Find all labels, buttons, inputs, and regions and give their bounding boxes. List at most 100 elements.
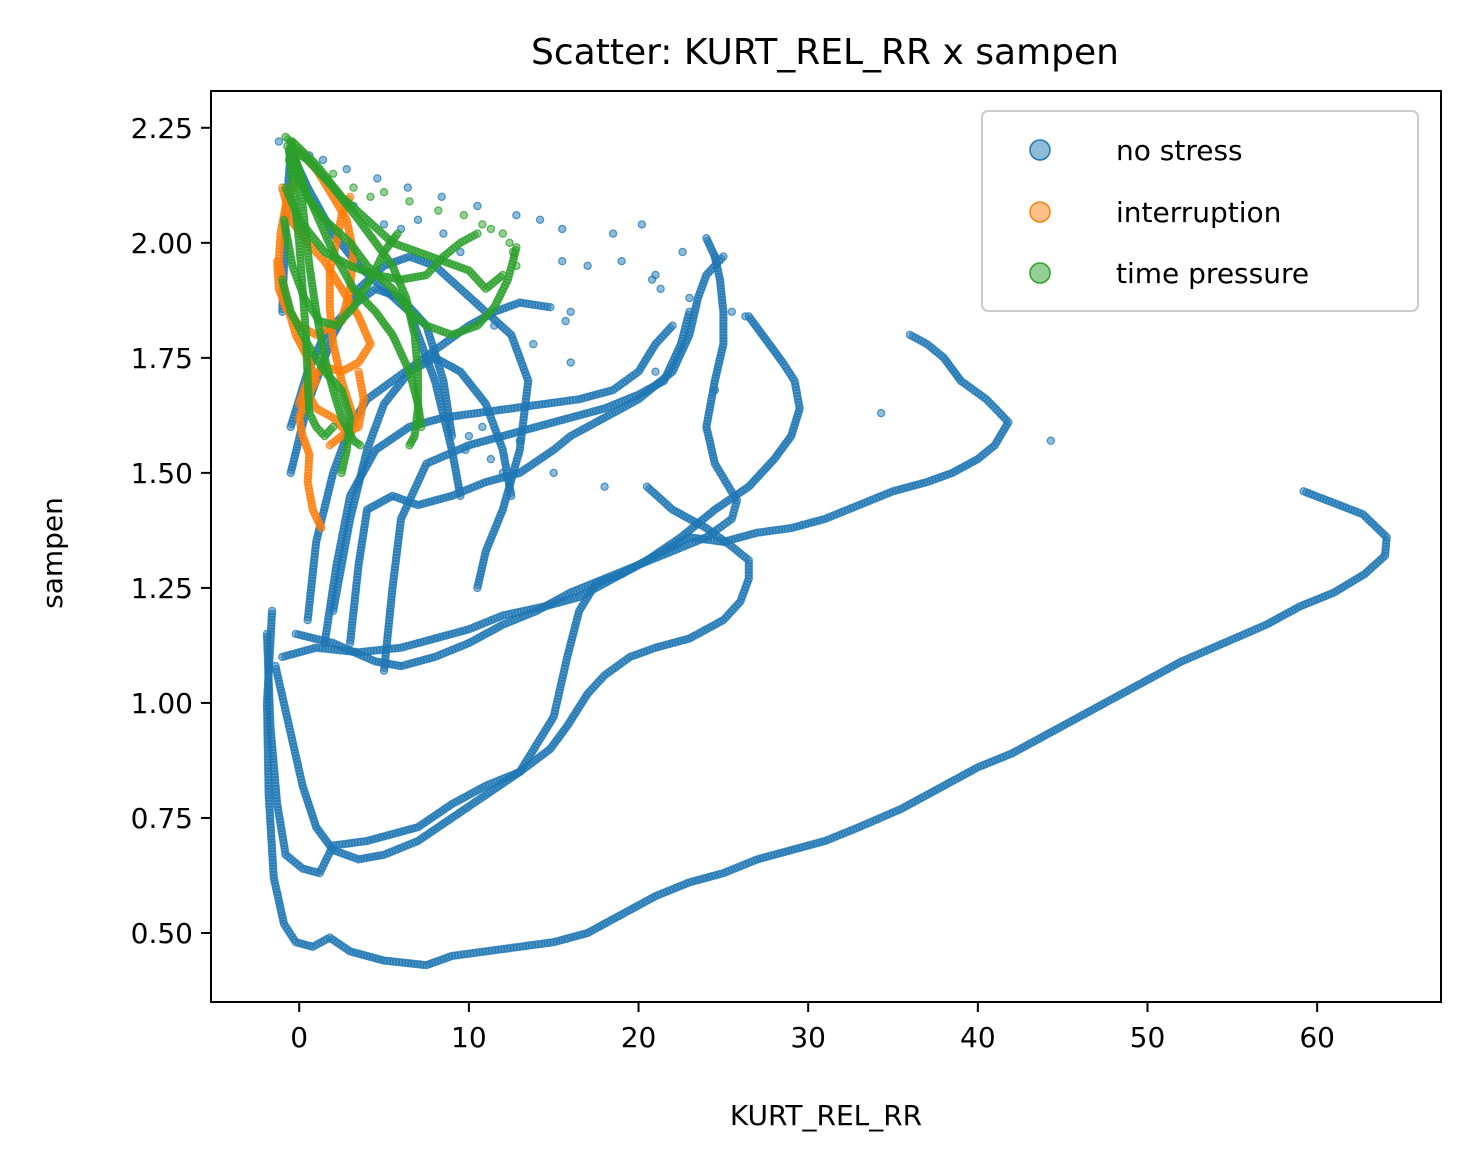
data-point [379,187,389,197]
y-axis-label: sampen [36,497,69,609]
data-point [366,192,375,201]
data-point [478,422,487,432]
data-point [461,445,470,455]
x-tick-label: 50 [1130,1021,1166,1054]
x-tick-label: 60 [1299,1021,1335,1054]
data-point [512,210,521,220]
data-point [413,215,423,224]
data-point [459,210,468,220]
chart-title: Scatter: KURT_REL_RR x sampen [531,32,1119,73]
legend-marker-interruption [1029,201,1051,223]
data-point [505,238,514,247]
data-point [529,339,538,349]
data-point [405,197,414,206]
legend-marker-no-stress [1029,139,1051,161]
data-point [558,224,567,234]
data-point [439,229,448,238]
data-point [342,164,351,174]
data-point [403,183,412,192]
data-point [478,220,487,229]
legend: no stress interruption time pressure [981,110,1419,312]
data-point [373,174,382,183]
data-point [507,491,516,501]
x-tick-label: 20 [621,1021,657,1054]
data-point [710,252,720,261]
data-point [515,436,525,445]
data-point [512,261,521,270]
data-point [379,220,389,229]
data-point [354,367,363,376]
data-point [303,155,312,165]
data-point [710,385,720,395]
data-point [678,247,687,257]
data-point [656,284,665,293]
data-point [561,316,570,326]
y-tick-label: 1.25 [131,572,193,605]
data-point [508,247,518,257]
data-point [318,155,328,165]
data-point [1046,436,1056,445]
data-point [473,201,482,211]
legend-label-interruption: interruption [1116,196,1281,229]
y-tick-label: 2.00 [131,227,193,260]
data-point [356,441,365,450]
y-tick-label: 1.75 [131,342,193,375]
data-point [651,367,660,376]
data-point [617,257,626,266]
legend-label-no-stress: no stress [1116,134,1243,167]
data-point [600,482,609,491]
data-point [1299,487,1308,496]
x-tick-label: 30 [790,1021,826,1054]
data-point [405,441,414,450]
data-point [393,229,402,238]
data-point [608,229,618,238]
data-point [685,293,694,303]
data-point [719,252,728,261]
data-point [498,468,507,478]
data-point [558,257,567,266]
data-point [685,307,694,316]
series-no-stress [262,137,1391,970]
data-point [437,192,446,201]
data-point [417,422,426,432]
data-point [741,312,750,321]
data-point [498,270,507,280]
data-point [642,482,652,491]
data-point [329,422,338,432]
data-point [566,358,575,367]
y-tick-label: 1.00 [131,687,193,720]
data-point [647,275,657,284]
data-point [668,321,677,330]
data-point [464,431,474,441]
data-point [434,206,443,215]
data-point [456,491,465,501]
legend-marker-time-pressure [1029,262,1051,284]
plot-area [262,132,1391,970]
data-point [473,583,482,593]
data-point [447,431,457,441]
data-point [702,233,711,243]
data-point [329,169,338,178]
y-tick-label: 2.25 [131,112,193,145]
data-point [498,229,507,238]
y-tick-label: 1.50 [131,457,193,490]
data-point [546,303,555,312]
x-tick-label: 0 [290,1021,308,1054]
data-point [349,183,358,192]
data-point [549,468,558,478]
data-point [905,330,915,340]
data-point [486,454,496,464]
data-point [486,224,496,234]
x-tick-label: 10 [451,1021,487,1054]
legend-label-time-pressure: time pressure [1116,257,1309,290]
data-point [473,229,482,238]
data-point [274,137,284,146]
data-point [583,261,592,270]
data-point [566,307,575,316]
data-point [727,307,737,316]
data-point [490,321,499,330]
y-tick-label: 0.75 [131,802,193,835]
data-point [637,220,647,229]
x-axis-label: KURT_REL_RR [730,1099,922,1132]
